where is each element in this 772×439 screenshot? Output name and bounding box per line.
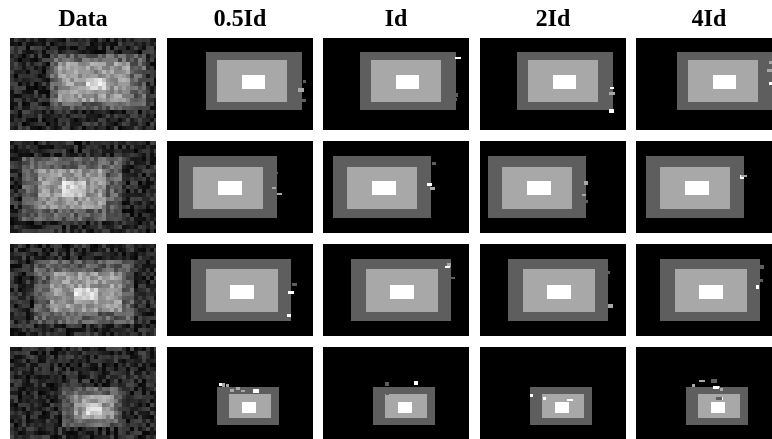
- segmentation-image-row-2-col-1: [167, 141, 313, 233]
- segmentation-svg: [333, 156, 436, 218]
- segmentation-image-row-4-col-1: [167, 347, 313, 439]
- segmentation-svg: [217, 383, 279, 425]
- segmentation-svg: [517, 52, 615, 113]
- segmentation-svg: [179, 156, 282, 218]
- segmentation-svg: [686, 379, 748, 425]
- segmentation-svg: [360, 52, 461, 110]
- column-header-0.5id: 0.5Id: [213, 6, 267, 32]
- data-image-row-4: [10, 347, 156, 439]
- data-image-row-2: [10, 141, 156, 233]
- segmentation-image-row-1-col-1: [167, 38, 313, 130]
- segmentation-image-row-2-col-4: [636, 141, 772, 233]
- segmentation-svg: [530, 387, 592, 425]
- segmentation-image-row-2-col-2: [323, 141, 469, 233]
- segmentation-image-row-1-col-2: [323, 38, 469, 130]
- noisy-image-svg: [10, 141, 156, 233]
- segmentation-image-row-4-col-4: [636, 347, 772, 439]
- column-header-id: Id: [384, 6, 408, 32]
- segmentation-image-row-4-col-3: [480, 347, 626, 439]
- column-header-data: Data: [58, 6, 108, 32]
- segmentation-svg: [373, 381, 435, 425]
- segmentation-image-row-1-col-3: [480, 38, 626, 130]
- noisy-image-svg: [10, 38, 156, 130]
- segmentation-image-row-3-col-2: [323, 244, 469, 336]
- segmentation-image-row-4-col-2: [323, 347, 469, 439]
- segmentation-svg: [206, 52, 306, 110]
- segmentation-svg: [191, 259, 297, 321]
- segmentation-svg: [660, 259, 764, 321]
- segmentation-image-row-3-col-4: [636, 244, 772, 336]
- column-header-2id: 2Id: [535, 6, 571, 32]
- segmentation-image-row-1-col-4: [636, 38, 772, 130]
- segmentation-svg: [508, 259, 613, 321]
- segmentation-svg: [488, 156, 588, 218]
- segmentation-image-row-2-col-3: [480, 141, 626, 233]
- data-image-row-1: [10, 38, 156, 130]
- data-image-row-3: [10, 244, 156, 336]
- segmentation-svg: [677, 52, 772, 110]
- segmentation-svg: [646, 156, 747, 218]
- noisy-image-svg: [10, 244, 156, 336]
- segmentation-image-row-3-col-1: [167, 244, 313, 336]
- segmentation-svg: [351, 259, 455, 321]
- column-header-4id: 4Id: [691, 6, 727, 32]
- segmentation-image-row-3-col-3: [480, 244, 626, 336]
- noisy-image-svg: [10, 347, 156, 439]
